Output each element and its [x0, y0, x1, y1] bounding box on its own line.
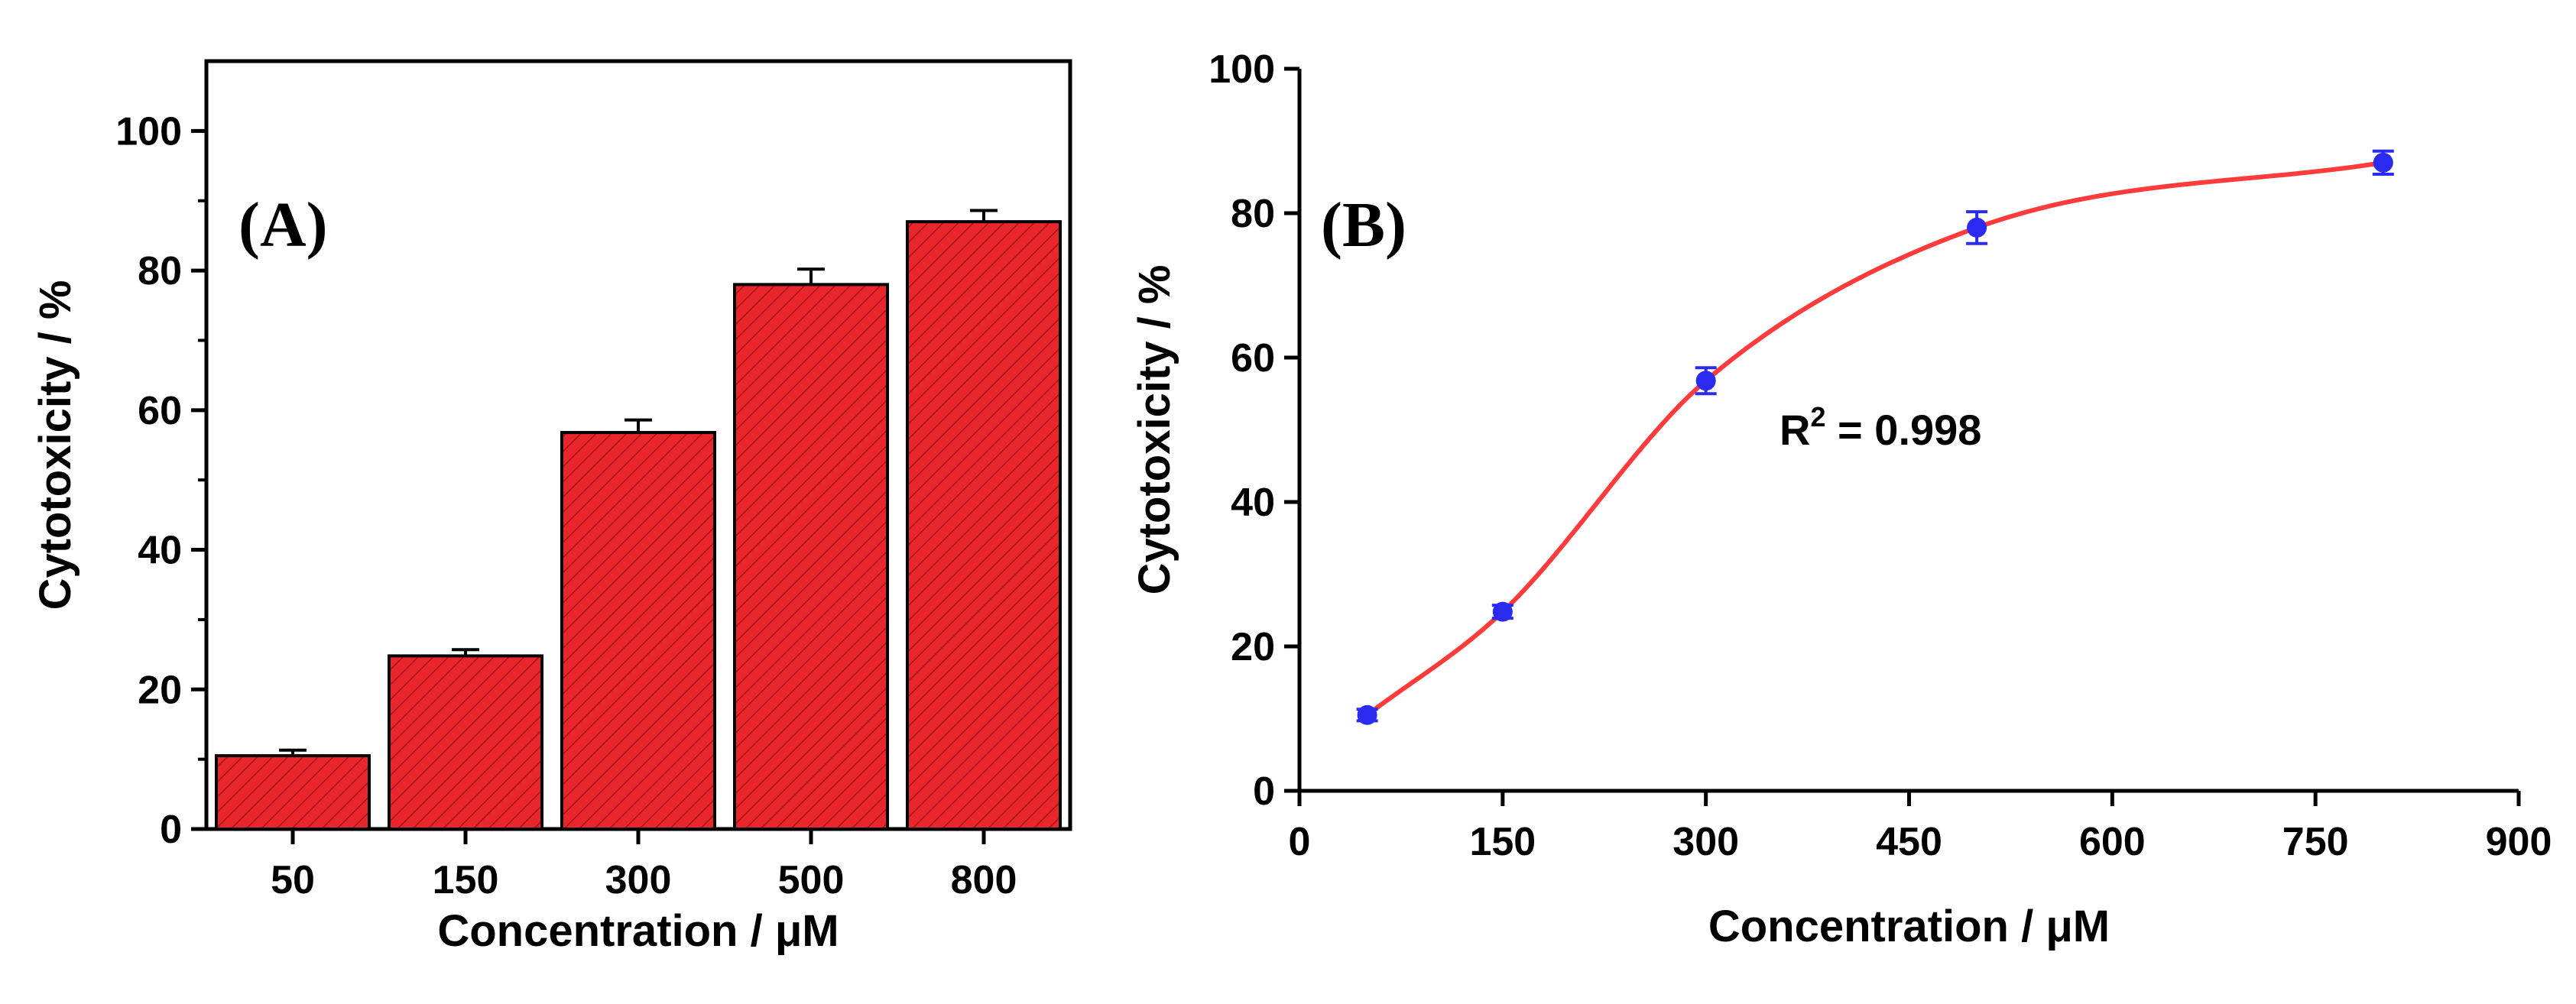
- panel-b-scatter-fit: 0 20 40 60 80 100 0 150 300 450 600 750 900 (B) R2 =…: [1130, 47, 2552, 951]
- panel-a-x-tick-label: 300: [605, 858, 672, 902]
- panel-b-y-tick-label: 40: [1231, 481, 1275, 525]
- panel-b-y-tick-label: 80: [1231, 192, 1275, 236]
- panel-a-bar: [215, 754, 371, 831]
- panel-a-bar: [906, 220, 1062, 831]
- panel-a-bar-chart: 0 20 40 60 80 100 50 150 300 500 800 (A) Concentra…: [31, 59, 1072, 956]
- r2-superscript: 2: [1810, 401, 1825, 432]
- panel-b-y-tick-label: 0: [1253, 769, 1275, 814]
- panel-a-bar: [388, 654, 543, 831]
- panel-a-x-tick-label: 500: [778, 858, 845, 902]
- panel-b-y-tick-label: 60: [1231, 336, 1275, 381]
- panel-a-bar: [560, 431, 716, 831]
- panel-b-x-tick-label: 300: [1672, 820, 1739, 864]
- panel-b-y-axis-title: Cytotoxicity / %: [1130, 265, 1179, 595]
- panel-a-x-tick-label: 800: [951, 858, 1017, 902]
- panel-a-bar: [733, 283, 889, 831]
- panel-a-label: (A): [238, 189, 328, 261]
- panel-b-x-tick-label: 600: [2079, 820, 2146, 864]
- panel-a-y-tick-label: 60: [138, 389, 182, 433]
- panel-b-x-axis-title: Concentration / μM: [1708, 902, 2110, 951]
- panel-a-ticks: 0 20 40 60 80 100 50 150 300 500 800: [115, 109, 1017, 902]
- panel-b-points: [1356, 149, 2394, 725]
- panel-b-x-tick-label: 750: [2282, 820, 2349, 864]
- panel-b-x-tick-label: 0: [1289, 820, 1311, 864]
- panel-b-x-tick-label: 450: [1876, 820, 1942, 864]
- panel-b-data-point: [1695, 371, 1716, 391]
- panel-b-ticks: 0 20 40 60 80 100 0 150 300 450 600 750 900: [1209, 47, 2552, 864]
- panel-a-x-tick-label: 150: [433, 858, 499, 902]
- panel-b-label: (B): [1321, 189, 1406, 261]
- r2-label: R: [1780, 406, 1810, 454]
- panel-b-data-point: [1357, 704, 1377, 725]
- panel-a-x-tick-label: 50: [271, 858, 315, 902]
- panel-a-x-axis-title: Concentration / μM: [437, 906, 839, 956]
- panel-b-x-tick-label: 900: [2486, 820, 2552, 864]
- r2-value: = 0.998: [1825, 406, 1981, 454]
- panel-a-y-tick-label: 80: [138, 249, 182, 293]
- panel-b-data-point: [1967, 217, 1987, 238]
- panel-b-data-point: [1492, 601, 1513, 622]
- panel-b-y-tick-label: 20: [1231, 625, 1275, 669]
- panel-a-y-tick-label: 20: [138, 668, 182, 712]
- panel-a-y-tick-label: 100: [115, 109, 182, 154]
- panel-b-x-tick-label: 150: [1469, 820, 1536, 864]
- panel-a-y-tick-label: 40: [138, 529, 182, 573]
- panel-b-r-squared-annotation: R2 = 0.998: [1780, 401, 1981, 454]
- panel-a-y-tick-label: 0: [160, 808, 182, 852]
- panel-b-y-tick-label: 100: [1209, 47, 1275, 92]
- panel-a-y-axis-title: Cytotoxicity / %: [31, 280, 80, 610]
- panel-b-data-point: [2373, 152, 2393, 173]
- panel-a-bars: [215, 209, 1062, 831]
